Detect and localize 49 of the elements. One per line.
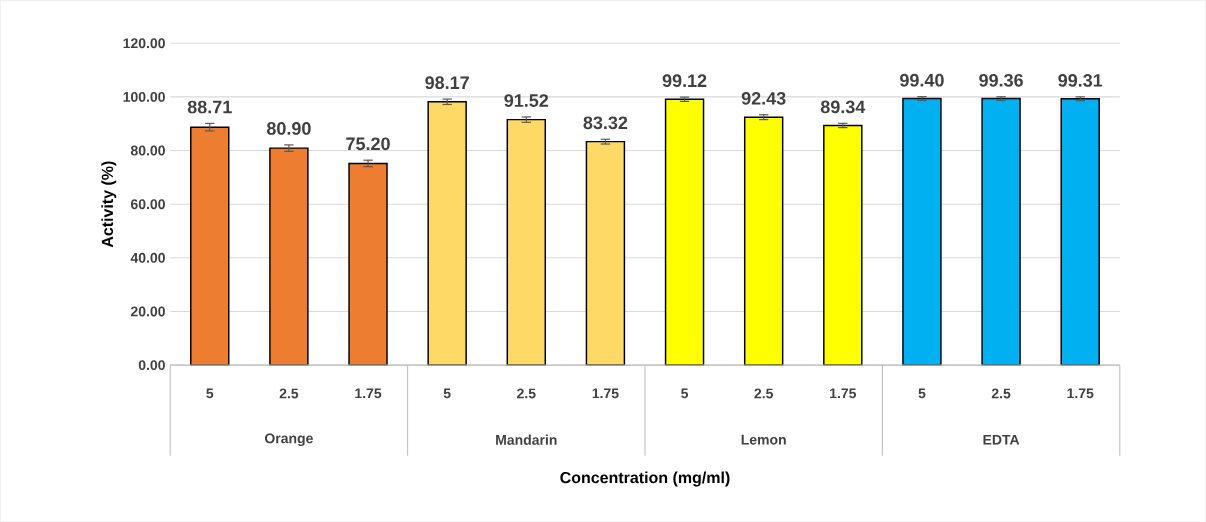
data-label: 75.20: [346, 137, 390, 150]
data-label: 98.17: [425, 76, 469, 89]
data-label: 83.32: [583, 116, 628, 130]
x-tick-label: 1.75: [355, 388, 382, 399]
x-tick-label: 2.5: [754, 388, 774, 399]
x-tick-label: 1.75: [592, 388, 619, 399]
data-label: 91.52: [504, 94, 549, 107]
data-label: 89.34: [820, 100, 866, 114]
text: Lemon: [741, 434, 786, 445]
y-tick-label: 120.00: [123, 38, 165, 49]
x-tick-label: 2.5: [517, 388, 536, 399]
y-tick-label: 100.00: [123, 91, 165, 102]
bar: [585, 140, 626, 366]
text: EDTA: [983, 434, 1020, 445]
bar: [506, 118, 547, 366]
bar: [981, 97, 1021, 366]
data-label: 99.12: [662, 74, 707, 87]
text: Orange: [264, 433, 313, 446]
bar: [348, 162, 388, 366]
x-tick-label: 1.75: [830, 388, 857, 399]
x-tick-label: 5: [681, 388, 689, 399]
bar: [269, 147, 309, 366]
y-tick-label: 20.00: [130, 306, 165, 317]
x-tick-label: 5: [443, 388, 451, 399]
x-tick-label: 5: [918, 388, 926, 399]
bar: [190, 126, 230, 366]
y-tick-label: 80.00: [130, 145, 165, 156]
y-tick-label: 60.00: [130, 199, 165, 209]
data-label: 80.90: [266, 121, 311, 135]
text: Mandarin: [496, 434, 557, 445]
x-tick-label: 2.5: [991, 388, 1011, 399]
data-label: 99.31: [1058, 73, 1103, 87]
y-tick-label: 0.00: [138, 360, 165, 370]
bar: [823, 124, 863, 366]
data-label: 99.36: [979, 73, 1023, 87]
x-tick-label: 2.5: [279, 388, 299, 399]
bar: [427, 100, 467, 366]
x-axis-title: Concentration (mg/ml): [560, 471, 730, 487]
y-axis-title: Activity (%): [101, 161, 117, 248]
data-label: 92.43: [741, 91, 786, 105]
bar: [743, 116, 784, 366]
x-tick-label: 5: [206, 388, 214, 399]
data-label: 99.40: [900, 73, 944, 87]
data-label: 88.71: [187, 100, 232, 114]
bar: [1060, 97, 1100, 366]
bar: [902, 97, 942, 366]
x-tick-label: 1.75: [1067, 388, 1094, 399]
bar: [664, 98, 705, 366]
y-tick-label: 40.00: [130, 252, 165, 263]
